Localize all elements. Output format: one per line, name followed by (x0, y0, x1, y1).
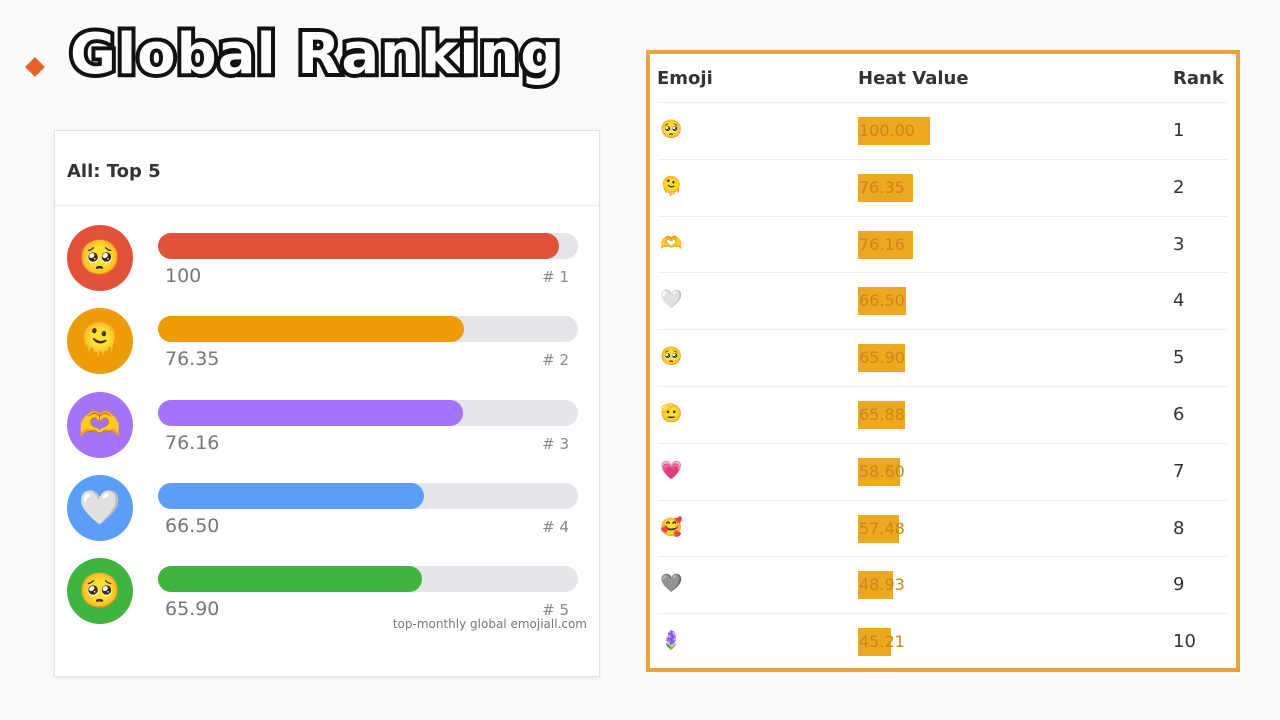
emoji: 💗 (660, 459, 683, 481)
source: top-monthly global emojiall.com (392, 617, 587, 631)
emoji-circle: 🫠 (67, 308, 133, 375)
bar-track (158, 399, 578, 426)
heat-bar (858, 457, 901, 486)
bar-track (158, 482, 578, 509)
card-title: All: Top 5 (67, 161, 161, 182)
value-label: 76.35 (165, 348, 220, 371)
emoji: 🥺 (660, 346, 683, 368)
emoji-circle: 🤍 (67, 474, 133, 541)
row-divider (658, 215, 1228, 217)
row-divider (658, 102, 1228, 103)
rank-label: # 4 (542, 517, 569, 536)
heat-label: 57.48 (859, 518, 905, 538)
emoji: 🩶 (660, 573, 683, 595)
heat-label: 100.00 (859, 121, 915, 140)
value-label: 66.50 (165, 514, 220, 537)
heat-label: 45.21 (859, 632, 905, 652)
rank: 5 (1173, 347, 1185, 369)
bar (158, 233, 559, 259)
emoji-circle: 🥺 (67, 225, 133, 291)
page-title: Global Ranking (66, 18, 564, 91)
heat-label: 76.35 (859, 177, 905, 197)
rank: 8 (1173, 517, 1185, 539)
heat-label: 76.16 (859, 234, 905, 254)
rank: 2 (1173, 176, 1185, 198)
heat-bar (858, 344, 906, 373)
emoji: 🥰 (660, 516, 683, 538)
rank: 9 (1173, 574, 1185, 596)
row-divider (658, 556, 1228, 558)
heat-label: 65.90 (859, 348, 905, 368)
heat-bar (858, 117, 930, 145)
emoji: 🥺 (660, 119, 683, 140)
heat-bar (858, 173, 913, 202)
bar-track (158, 316, 578, 343)
column-header: Emoji (657, 68, 713, 89)
heat-bar (858, 628, 891, 657)
top5-card: All: Top 5 top-monthly global emojiall.c… (54, 130, 600, 677)
heat-bar (858, 230, 913, 259)
ranking-table: Emoji Heat Value Rank 🥺 100.00 1 🫠 76.35 2 🫶 76.16… (646, 50, 1240, 672)
emoji-circle: 🥺 (67, 558, 133, 625)
value-label: 65.90 (165, 598, 220, 621)
heat-label: 66.50 (859, 291, 905, 311)
value-label: 100 (165, 265, 202, 287)
rank-label: # 3 (542, 434, 569, 453)
emoji: 🫡 (660, 403, 683, 424)
rank: 4 (1173, 290, 1185, 312)
row-divider (658, 499, 1228, 501)
row-divider (658, 442, 1228, 444)
heat-bar (858, 514, 900, 543)
bar (158, 316, 464, 343)
bar (158, 482, 425, 509)
row-divider (658, 613, 1228, 615)
rank: 10 (1173, 631, 1196, 653)
bar-track (158, 233, 578, 259)
row-divider (658, 272, 1228, 274)
emoji: 🫶 (660, 232, 683, 254)
rank-label: # 1 (542, 268, 569, 286)
emoji: 🪻 (660, 630, 683, 652)
emoji: 🤍 (660, 289, 683, 311)
row-divider (658, 386, 1228, 387)
heat-bar (858, 287, 906, 316)
rank-label: # 5 (542, 601, 569, 620)
emoji-circle: 🫶 (67, 391, 133, 458)
rank: 7 (1173, 460, 1185, 482)
row-divider (658, 329, 1228, 331)
divider (55, 205, 599, 206)
heat-label: 48.93 (859, 575, 905, 595)
row-divider (658, 158, 1228, 160)
heat-label: 65.88 (859, 405, 905, 424)
column-header: Heat Value (858, 68, 969, 89)
bar (158, 399, 464, 426)
bullet (25, 57, 45, 77)
rank: 3 (1173, 233, 1185, 255)
column-header: Rank (1173, 68, 1224, 89)
bar (158, 566, 423, 593)
emoji: 🫠 (660, 175, 683, 197)
heat-label: 58.60 (859, 461, 905, 481)
heat-bar (858, 571, 894, 600)
rank: 6 (1173, 404, 1185, 425)
heat-bar (858, 401, 906, 429)
value-label: 76.16 (165, 431, 220, 454)
rank-label: # 2 (542, 351, 569, 370)
bar-track (158, 566, 578, 593)
rank: 1 (1173, 120, 1185, 141)
